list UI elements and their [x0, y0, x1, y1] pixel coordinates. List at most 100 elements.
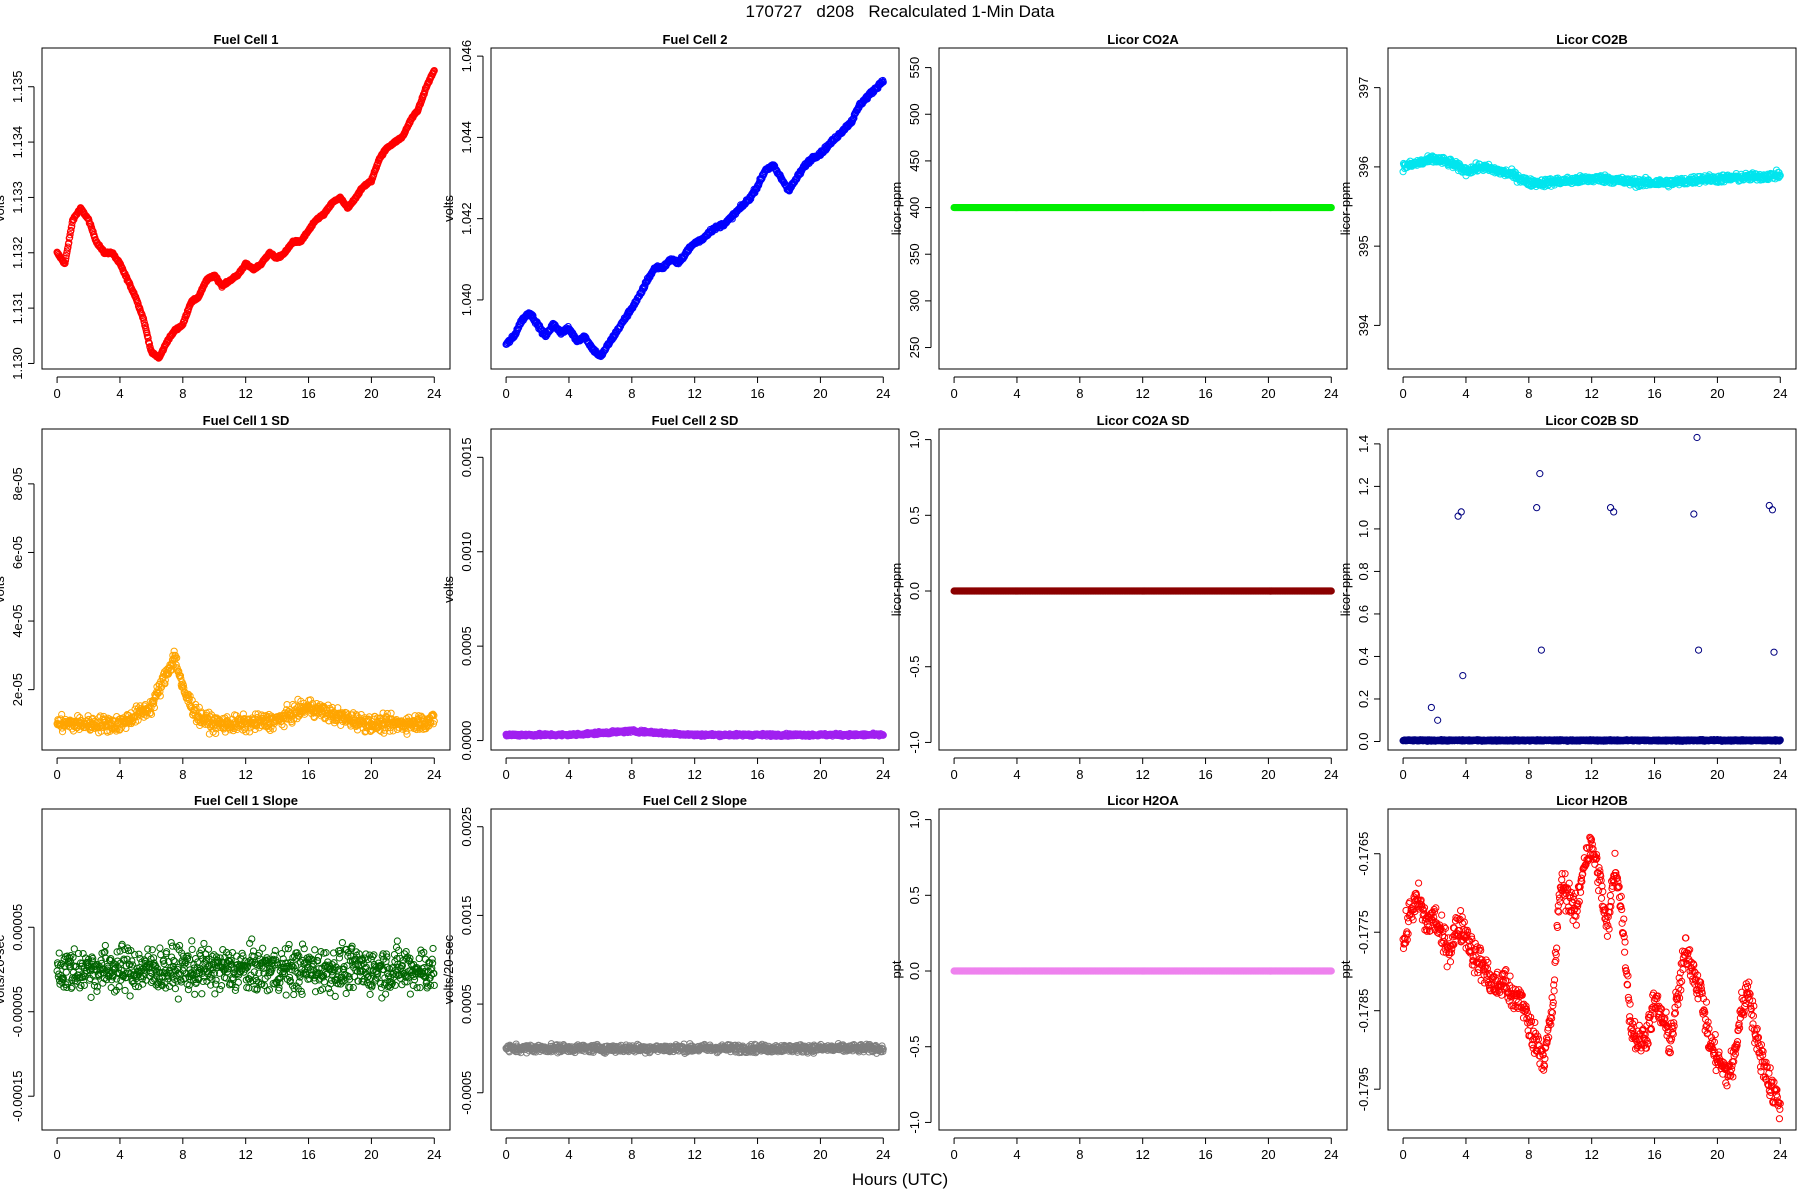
- x-tick-label: 20: [364, 767, 378, 782]
- x-tick-label: 12: [238, 767, 252, 782]
- y-tick-label: 1.132: [10, 237, 25, 270]
- y-tick-label: 395: [1356, 235, 1371, 257]
- x-tick-label: 12: [687, 386, 701, 401]
- data-point: [241, 724, 250, 732]
- panel-title: Licor CO2B: [1556, 32, 1628, 47]
- data-point: [184, 690, 193, 698]
- x-tick-label: 8: [179, 386, 186, 401]
- data-point: [536, 321, 544, 330]
- data-point: [172, 661, 180, 669]
- figure-xlabel: Hours (UTC): [851, 1170, 949, 1189]
- data-points: [53, 66, 438, 362]
- data-point: [58, 710, 66, 719]
- x-tick-label: 12: [1584, 386, 1598, 401]
- data-point: [879, 78, 887, 86]
- data-point: [143, 329, 151, 337]
- data-point: [175, 667, 183, 675]
- data-point: [186, 692, 194, 700]
- x-tick-label: 8: [628, 767, 635, 782]
- data-point: [1458, 164, 1466, 172]
- data-point: [62, 254, 70, 262]
- x-tick-label: 16: [301, 767, 315, 782]
- panel-title: Fuel Cell 1 SD: [203, 413, 290, 428]
- data-points: [502, 726, 887, 741]
- x-tick-label: 4: [116, 767, 123, 782]
- data-point: [384, 723, 392, 732]
- data-point: [181, 316, 189, 324]
- panel-title: Fuel Cell 1: [213, 32, 278, 47]
- y-axis-label: volts: [0, 195, 7, 222]
- data-point: [191, 705, 199, 713]
- y-tick-label: 0.0000: [459, 721, 474, 761]
- panel-title: Licor CO2A: [1107, 32, 1179, 47]
- plot-frame: [1387, 47, 1797, 370]
- y-tick-label: 394: [1356, 315, 1371, 337]
- data-point: [134, 716, 142, 724]
- data-point: [269, 725, 277, 733]
- data-points: [502, 76, 887, 361]
- y-axis-label: volts: [441, 195, 456, 222]
- x-tick-label: 24: [1773, 386, 1787, 401]
- data-point: [1776, 171, 1784, 179]
- x-tick-label: 0: [53, 386, 60, 401]
- data-point: [61, 259, 69, 267]
- y-tick-label: 1.040: [459, 284, 474, 317]
- data-point: [430, 717, 438, 725]
- x-tick-label: 16: [1647, 386, 1661, 401]
- y-tick-label: 4e-05: [10, 604, 25, 637]
- x-tick-label: 8: [1076, 386, 1083, 401]
- data-point: [185, 696, 193, 704]
- y-tick-label: 2e-05: [10, 673, 25, 706]
- data-point: [242, 728, 250, 736]
- plot-frame: [490, 47, 900, 370]
- x-tick-label: 4: [565, 386, 572, 401]
- panel-title: Fuel Cell 2: [662, 32, 727, 47]
- y-tick-label: 250: [907, 337, 922, 359]
- x-tick-label: 0: [53, 767, 60, 782]
- x-tick-label: 0: [950, 386, 957, 401]
- y-tick-label: 1.131: [10, 292, 25, 325]
- x-tick-label: 20: [813, 386, 827, 401]
- data-point: [301, 710, 309, 718]
- data-point: [324, 701, 332, 709]
- data-point: [134, 300, 142, 308]
- data-points: [53, 647, 438, 738]
- panel-title: Fuel Cell 2 SD: [652, 413, 739, 428]
- x-tick-label: 8: [179, 767, 186, 782]
- data-point: [307, 707, 315, 715]
- figure-title: 170727 d208 Recalculated 1-Min Data: [745, 2, 1055, 21]
- data-point: [387, 709, 395, 717]
- data-point: [161, 680, 169, 688]
- data-point: [372, 164, 380, 172]
- x-tick-label: 16: [301, 386, 315, 401]
- data-point: [239, 710, 247, 718]
- data-points: [1399, 152, 1784, 191]
- y-tick-label: 397: [1356, 77, 1371, 99]
- x-tick-label: 4: [1013, 386, 1020, 401]
- x-tick-label: 24: [427, 386, 441, 401]
- y-axis-label: licor-ppm: [889, 182, 904, 235]
- y-tick-label: 396: [1356, 156, 1371, 178]
- x-tick-label: 12: [238, 386, 252, 401]
- data-point: [122, 724, 130, 733]
- x-tick-label: 20: [813, 767, 827, 782]
- y-tick-label: 0.0015: [459, 437, 474, 477]
- x-tick-label: 4: [565, 767, 572, 782]
- data-point: [430, 66, 438, 75]
- y-tick-label: 1.135: [10, 70, 25, 103]
- data-point: [150, 703, 159, 712]
- data-point: [176, 672, 185, 680]
- data-point: [192, 703, 200, 712]
- y-tick-label: 550: [907, 57, 922, 79]
- data-point: [156, 688, 164, 696]
- data-point: [337, 721, 345, 729]
- data-point: [156, 692, 164, 700]
- x-tick-label: 20: [364, 386, 378, 401]
- y-tick-label: 1.133: [10, 181, 25, 214]
- x-tick-label: 4: [116, 386, 123, 401]
- data-point: [751, 189, 759, 197]
- y-tick-label: 350: [907, 243, 922, 265]
